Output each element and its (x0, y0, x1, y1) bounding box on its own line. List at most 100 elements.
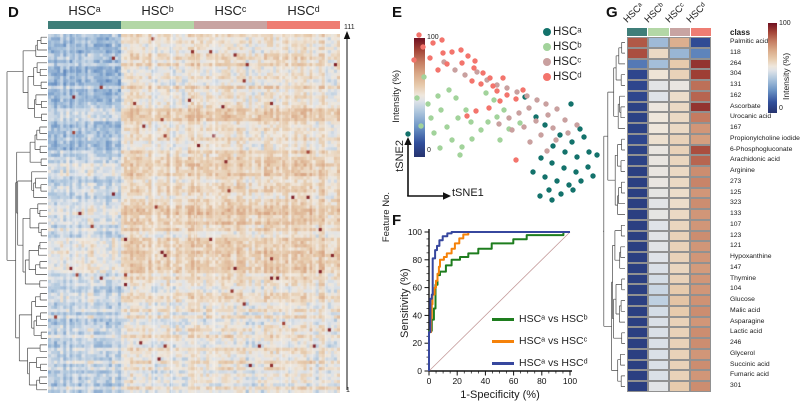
panel-g-cell-r11c0 (627, 155, 648, 166)
panel-g-cell-r5c0 (627, 90, 648, 102)
panel-g-cell-r7c2 (669, 112, 690, 123)
panel-g-row-label-22: Thymine (730, 274, 757, 282)
panel-g-cell-r0c0 (627, 37, 648, 48)
tsne-point-HSC (478, 127, 484, 133)
panel-f-roc-plot: 0 20 40 60 80 100 0 20 40 60 80 100 (408, 227, 578, 386)
panel-g-heatmap (627, 37, 711, 392)
panel-d-group-strip-3 (267, 21, 340, 29)
panel-f-legend-item-0: HSCᵃ vs HSCᵇ (492, 308, 588, 330)
panel-g-cell-r14c0 (627, 187, 648, 199)
panel-g-cell-r12c1 (648, 166, 669, 177)
panel-d-heatmap (48, 34, 340, 393)
panel-g-cell-r29c0 (627, 348, 648, 360)
panel-g-row-label-19: 121 (730, 242, 742, 250)
dendrogram-tree (603, 42, 625, 387)
tsne-point-HSC (549, 160, 555, 166)
panel-g-cell-r17c2 (669, 219, 690, 231)
tsne-point-HSC (550, 143, 556, 149)
panel-g-cell-r27c1 (648, 327, 669, 339)
f-y-tick-label: 0 (417, 366, 422, 376)
panel-g-cell-r30c0 (627, 359, 648, 371)
tsne-point-HSC (513, 157, 519, 163)
tsne-point-HSC (521, 124, 527, 130)
panel-g-cell-r9c0 (627, 133, 648, 145)
panel-g-cell-r18c0 (627, 230, 648, 242)
tsne-point-HSC (444, 61, 450, 67)
panel-g-cell-r12c2 (669, 166, 690, 177)
panel-g-row-label-24: Glucose (730, 296, 755, 303)
tsne-point-HSC (527, 139, 533, 145)
panel-d-group-label-0: HSCᵃ (68, 3, 101, 18)
panel-g-cell-r32c2 (669, 381, 690, 392)
panel-g-cell-r8c2 (669, 123, 690, 134)
tsne-point-HSC (553, 137, 559, 143)
panel-g-cell-r18c3 (690, 230, 711, 242)
panel-g-col-label-0: HSCᵃ (621, 0, 646, 26)
dendrogram-tree (6, 36, 47, 391)
panel-g-cell-r13c0 (627, 176, 648, 188)
tsne-point-HSC (473, 108, 479, 114)
panel-g-cell-r32c1 (648, 381, 669, 392)
panel-g-cell-r6c3 (690, 101, 711, 113)
f-y-tick-label: 100 (408, 227, 422, 237)
panel-e-legend: HSCᵃ HSCᵇ HSCᶜ HSCᵈ (543, 24, 582, 84)
panel-g-cell-r15c3 (690, 198, 711, 209)
panel-g-cell-r28c1 (648, 338, 669, 349)
tsne-point-HSC (418, 123, 424, 129)
panel-g-colorbar (768, 23, 777, 113)
legend-label: HSCᵃ vs HSCᶜ (519, 335, 588, 347)
panel-d-group-header: HSCᵃ HSCᵇ HSCᶜ HSCᵈ (48, 3, 340, 20)
tsne-point-HSC (585, 164, 591, 170)
tsne-point-HSC (533, 114, 539, 120)
f-x-tick-label: 60 (509, 376, 519, 386)
tsne-point-HSC (437, 145, 443, 151)
f-x-tick-label: 100 (563, 376, 577, 386)
tsne-point-HSC (542, 122, 548, 128)
tsne-point-HSC (427, 55, 433, 61)
panel-g-cell-r24c2 (669, 295, 690, 306)
panel-g-cell-r9c3 (690, 133, 711, 145)
legend-line-icon (492, 361, 514, 365)
f-x-tick-label: 80 (537, 376, 547, 386)
tsne-point-HSC (577, 126, 583, 132)
f-y-tick-label: 40 (413, 310, 423, 320)
tsne-point-HSC (565, 130, 571, 136)
panel-g-row-label-2: 264 (730, 59, 742, 67)
tsne-point-HSC (517, 120, 523, 126)
panel-g-cell-r25c2 (669, 305, 690, 317)
panel-g-row-label-0: Palmitic acid (730, 38, 769, 45)
tsne-point-HSC (449, 137, 455, 143)
panel-g-cell-r14c1 (648, 187, 669, 199)
legend-label: HSCᵃ (553, 25, 582, 38)
panel-d-group-strip-2 (194, 21, 267, 29)
panel-g-colorbar-max: 100 (779, 20, 791, 27)
panel-g-cell-r26c2 (669, 316, 690, 328)
panel-g-cell-r25c0 (627, 305, 648, 317)
legend-label: HSCᵃ vs HSCᵇ (519, 313, 588, 325)
tsne-point-HSC (566, 182, 572, 188)
tsne-point-HSC (435, 93, 441, 99)
panel-g-cell-r4c1 (648, 80, 669, 91)
tsne-point-HSC (501, 107, 507, 113)
tsne-point-HSC (416, 32, 422, 38)
tsne-point-HSC (504, 92, 510, 98)
tsne-point-HSC (439, 37, 445, 43)
panel-d-feature-max: 111 (344, 24, 355, 31)
panel-g-cell-r18c2 (669, 230, 690, 242)
panel-d-feature-min: 1 (346, 387, 350, 394)
tsne-point-HSC (457, 152, 463, 158)
panel-g-cell-r0c2 (669, 37, 690, 48)
panel-g-cell-r22c2 (669, 273, 690, 285)
tsne-point-HSC (440, 50, 446, 56)
tsne-point-HSC (452, 67, 458, 73)
panel-g-cell-r9c2 (669, 133, 690, 145)
tsne-point-HSC (516, 110, 522, 116)
tsne-point-HSC (537, 193, 543, 199)
panel-g-cell-r21c1 (648, 262, 669, 274)
panel-g-cell-r17c1 (648, 219, 669, 231)
tsne-point-HSC (465, 53, 471, 59)
panel-d-group-label-1: HSCᵇ (141, 3, 174, 18)
panel-g-cell-r8c0 (627, 123, 648, 134)
panel-g-cell-r12c0 (627, 166, 648, 177)
panel-e-legend-item-2: HSCᶜ (543, 54, 582, 69)
